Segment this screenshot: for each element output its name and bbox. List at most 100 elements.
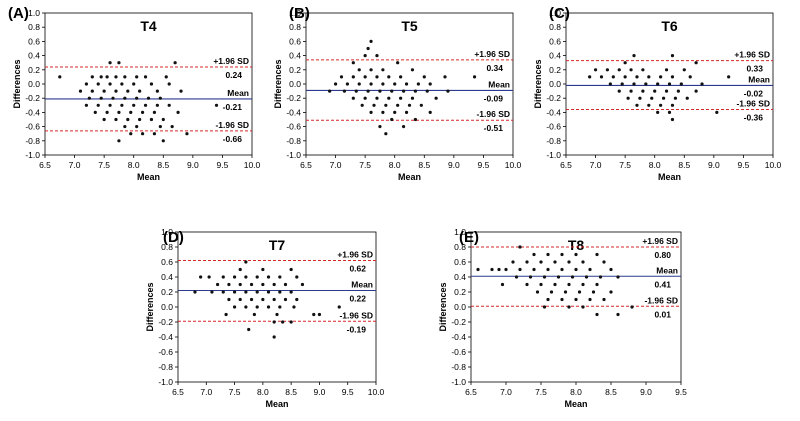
x-tick-label: 6.5 <box>560 160 572 170</box>
data-point <box>143 103 148 107</box>
data-point <box>244 290 248 294</box>
data-point <box>84 82 88 86</box>
mean-value: 0.41 <box>654 279 671 289</box>
data-point <box>387 75 391 79</box>
data-point <box>593 68 598 72</box>
data-point <box>632 82 636 86</box>
data-point <box>167 103 171 107</box>
data-point <box>567 282 571 287</box>
lower-limit-value: 0.01 <box>654 309 671 319</box>
data-point <box>574 267 578 272</box>
y-axis-label: Differences <box>12 59 22 108</box>
data-point <box>588 267 592 272</box>
data-point <box>525 282 529 287</box>
data-point <box>602 260 606 264</box>
data-point <box>407 103 412 107</box>
data-point <box>542 305 547 309</box>
data-point <box>577 290 582 294</box>
data-point <box>419 103 423 107</box>
data-point <box>289 267 293 272</box>
upper-limit-label: +1.96 SD <box>337 250 373 260</box>
data-point <box>404 82 409 86</box>
panel-t6: -1.0 -0.8 -0.6 -0.4 -0.2 0.0 0.2 0.4 0.6 0.8 1.0 6.… <box>533 5 782 182</box>
lower-limit-value: -0.36 <box>744 113 764 123</box>
data-point <box>620 82 624 86</box>
data-point <box>616 312 620 317</box>
x-tick-label: 9.5 <box>675 387 687 397</box>
data-point <box>252 312 256 317</box>
y-tick-label: -0.4 <box>25 107 40 117</box>
data-point <box>90 75 94 79</box>
data-point <box>500 282 505 287</box>
y-tick-label: 0.4 <box>161 272 173 282</box>
y-tick-label: 0.2 <box>289 65 301 75</box>
data-point <box>556 275 561 279</box>
data-point <box>96 82 100 86</box>
data-point <box>635 75 639 79</box>
y-tick-label: -0.6 <box>451 347 466 357</box>
data-point <box>535 290 540 294</box>
y-tick-label: 0.6 <box>549 36 561 46</box>
data-point <box>87 96 91 100</box>
data-point <box>650 96 654 100</box>
data-point <box>366 46 370 51</box>
data-point <box>161 117 165 122</box>
data-point <box>108 82 112 86</box>
panel-label: (D) <box>163 229 184 246</box>
data-point <box>283 297 288 302</box>
data-point <box>247 327 251 332</box>
x-tick-label: 7.5 <box>535 387 547 397</box>
data-point <box>96 103 100 107</box>
data-point <box>560 297 564 302</box>
data-point <box>588 297 592 302</box>
data-point <box>401 125 406 129</box>
y-tick-label: 0.2 <box>161 287 173 297</box>
y-tick-label: -0.2 <box>286 93 301 103</box>
data-point <box>401 89 406 93</box>
y-tick-label: -0.8 <box>451 362 466 372</box>
data-point <box>289 320 293 324</box>
data-point <box>232 290 237 294</box>
data-point <box>595 282 599 287</box>
data-point <box>626 96 630 100</box>
x-tick-label: 10.0 <box>244 160 261 170</box>
data-point <box>673 96 678 100</box>
data-point <box>207 275 211 279</box>
data-point <box>390 117 394 122</box>
data-point <box>173 61 177 65</box>
data-point <box>143 75 148 79</box>
data-point <box>351 61 355 65</box>
data-point <box>179 89 183 93</box>
data-point <box>138 117 142 122</box>
data-point <box>129 110 133 114</box>
y-tick-label: -0.2 <box>158 317 173 327</box>
data-point <box>255 290 259 294</box>
y-tick-label: 0.4 <box>549 51 561 61</box>
y-tick-label: 1.0 <box>289 8 301 18</box>
upper-limit-value: 0.62 <box>349 264 366 274</box>
y-tick-label: -0.8 <box>546 136 561 146</box>
panel-t5: -1.0 -0.8 -0.6 -0.4 -0.2 0.0 0.2 0.4 0.6 0.8 1.0 6.… <box>273 5 522 182</box>
panel-label: (E) <box>459 229 479 246</box>
data-point <box>574 252 578 257</box>
data-point <box>281 320 285 324</box>
y-tick-label: 0.6 <box>454 257 466 267</box>
y-tick-label: -1.0 <box>25 150 40 160</box>
data-point <box>244 260 248 264</box>
x-tick-label: 9.0 <box>640 387 652 397</box>
data-point <box>602 297 606 302</box>
lower-limit-label: -1.96 SD <box>339 310 373 320</box>
data-point <box>149 82 154 86</box>
data-point <box>393 110 397 114</box>
data-point <box>99 96 103 100</box>
data-point <box>199 275 203 279</box>
y-tick-label: 0.0 <box>161 302 173 312</box>
data-point <box>617 89 621 93</box>
data-point <box>266 305 271 309</box>
y-tick-label: 0.0 <box>549 79 561 89</box>
y-tick-label: -1.0 <box>158 377 173 387</box>
data-point <box>384 103 388 107</box>
data-point <box>105 75 109 79</box>
